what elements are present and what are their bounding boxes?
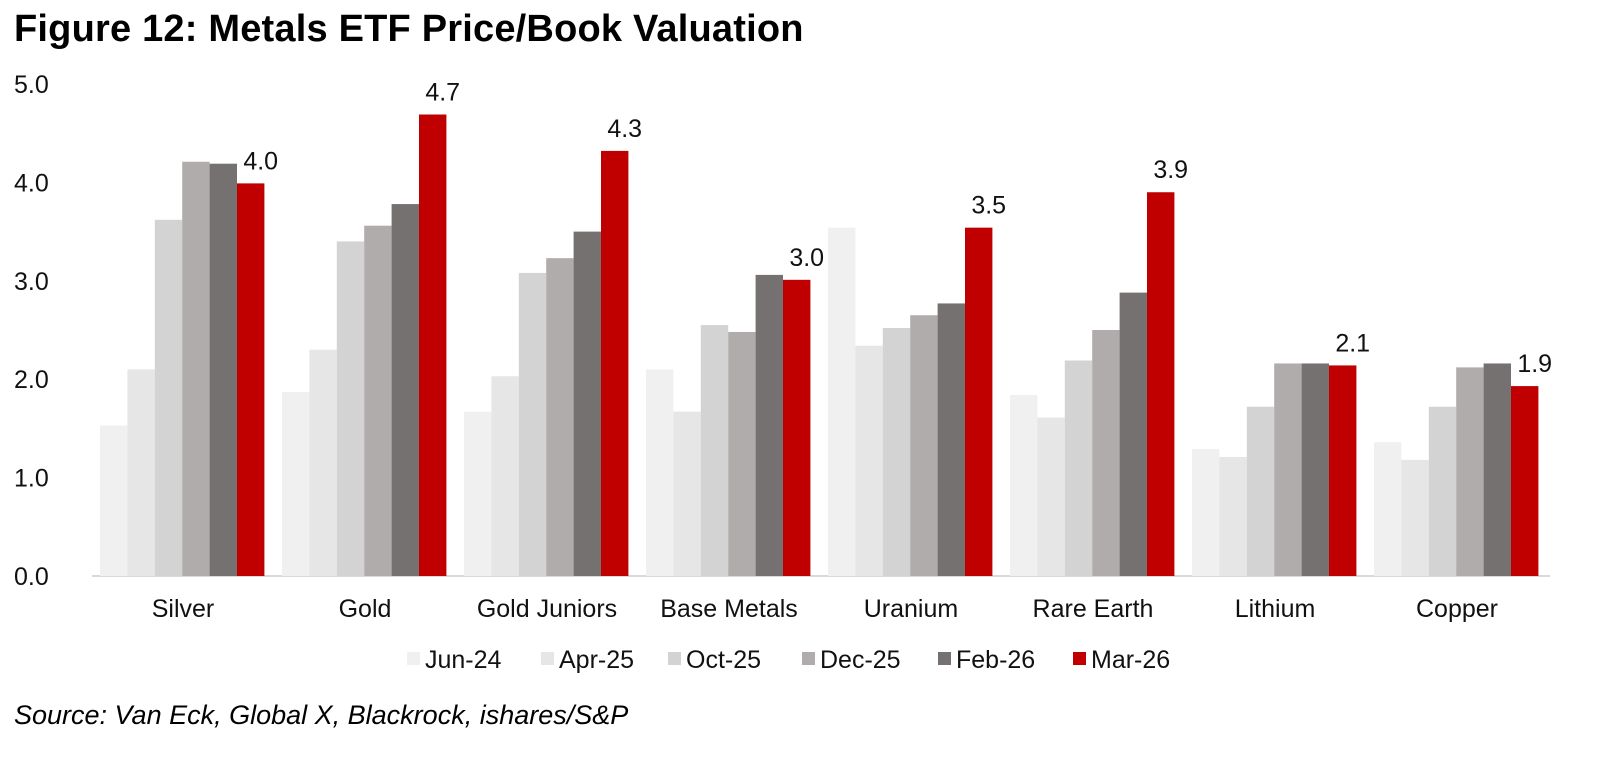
bar-apr-25-gold (309, 349, 337, 576)
data-label: 3.9 (1153, 156, 1188, 184)
bar-feb-26-rare-earth (1119, 292, 1147, 576)
y-tick-label: 1.0 (14, 465, 49, 493)
bar-mar-26-gold (419, 114, 447, 576)
bar-apr-25-silver (127, 369, 155, 576)
bar-oct-25-copper (1428, 406, 1457, 576)
data-label: 3.5 (971, 192, 1006, 220)
bar-dec-25-lithium (1274, 363, 1302, 576)
bar-jun-24-base-metals (646, 369, 674, 576)
y-tick-label: 0.0 (14, 563, 49, 591)
data-labels: 4.0 4.7 4.3 3.0 3.5 3.9 2.1 1.9 (243, 79, 1552, 379)
bar-apr-25-rare-earth (1037, 417, 1065, 576)
bar-apr-25-uranium (855, 345, 883, 576)
y-tick-label: 4.0 (14, 169, 49, 197)
bar-oct-25-gold-juniors (518, 272, 547, 576)
data-label: 2.1 (1335, 329, 1370, 357)
legend-swatch (802, 652, 815, 665)
x-tick-label: Lithium (1235, 595, 1316, 623)
bar-jun-24-copper (1374, 442, 1402, 576)
bar-dec-25-silver (182, 161, 210, 576)
x-tick-label: Gold Juniors (477, 595, 617, 623)
x-axis-labels: Silver Gold Gold Juniors Base Metals Uranium… (152, 595, 1498, 623)
bar-feb-26-base-metals (755, 274, 783, 576)
x-tick-label: Silver (152, 595, 215, 623)
bar-oct-25-lithium (1246, 406, 1275, 576)
bar-dec-25-uranium (910, 315, 938, 576)
chart-title: Figure 12: Metals ETF Price/Book Valuati… (14, 8, 804, 50)
bar-dec-25-copper (1456, 367, 1484, 576)
bar-oct-25-base-metals (700, 325, 729, 576)
legend-swatch (668, 652, 681, 665)
y-tick-label: 5.0 (14, 71, 49, 99)
bar-jun-24-gold-juniors (464, 411, 492, 576)
bars (100, 114, 1539, 577)
data-label: 4.7 (425, 79, 460, 107)
bar-mar-26-uranium (965, 227, 993, 576)
bar-dec-25-rare-earth (1092, 330, 1120, 576)
x-tick-label: Copper (1416, 595, 1498, 623)
bar-jun-24-gold (282, 391, 310, 576)
bar-oct-25-gold (336, 241, 365, 576)
bar-jun-24-rare-earth (1010, 394, 1038, 576)
bar-apr-25-gold-juniors (491, 376, 519, 576)
bar-feb-26-uranium (937, 303, 965, 576)
data-label: 4.3 (607, 115, 642, 143)
legend-label: Oct-25 (686, 646, 761, 674)
data-label: 3.0 (789, 244, 824, 272)
x-tick-label: Gold (339, 595, 392, 623)
y-axis: 0.0 1.0 2.0 3.0 4.0 5.0 (14, 71, 49, 591)
bar-mar-26-lithium (1329, 365, 1357, 576)
bar-feb-26-gold-juniors (573, 231, 601, 576)
legend-label: Dec-25 (820, 646, 901, 674)
legend-label: Feb-26 (956, 646, 1035, 674)
y-tick-label: 2.0 (14, 366, 49, 394)
bar-mar-26-silver (237, 183, 265, 576)
bar-chart: 0.0 1.0 2.0 3.0 4.0 5.0 4.0 4.7 4.3 3.0 3.5 3.9 2.1… (14, 71, 1552, 674)
bar-feb-26-gold (391, 204, 419, 576)
x-tick-label: Base Metals (660, 595, 798, 623)
data-label: 1.9 (1517, 350, 1552, 378)
bar-dec-25-base-metals (728, 331, 756, 576)
x-tick-label: Rare Earth (1033, 595, 1154, 623)
legend: Jun-24 Apr-25 Oct-25 Dec-25 Feb-26 Mar-26 (407, 646, 1170, 674)
legend-swatch (407, 652, 420, 665)
data-label: 4.0 (243, 147, 278, 175)
bar-apr-25-lithium (1219, 456, 1247, 576)
bar-feb-26-lithium (1301, 363, 1329, 576)
bar-jun-24-lithium (1192, 449, 1220, 576)
bar-mar-26-rare-earth (1147, 192, 1175, 577)
legend-label: Mar-26 (1091, 646, 1170, 674)
x-tick-label: Uranium (864, 595, 958, 623)
legend-swatch (1073, 652, 1086, 665)
bar-oct-25-silver (154, 219, 183, 577)
bar-oct-25-uranium (882, 328, 911, 576)
bar-dec-25-gold-juniors (546, 258, 574, 576)
legend-label: Apr-25 (559, 646, 634, 674)
source-note: Source: Van Eck, Global X, Blackrock, is… (14, 700, 629, 730)
bar-oct-25-rare-earth (1064, 360, 1093, 576)
bar-feb-26-copper (1483, 363, 1511, 576)
bar-feb-26-silver (209, 163, 237, 577)
legend-label: Jun-24 (425, 646, 502, 674)
bar-mar-26-gold-juniors (601, 150, 629, 577)
bar-apr-25-base-metals (673, 411, 701, 576)
bar-jun-24-silver (100, 425, 128, 576)
legend-swatch (938, 652, 951, 665)
bar-mar-26-base-metals (783, 279, 811, 576)
y-tick-label: 3.0 (14, 268, 49, 296)
bar-dec-25-gold (364, 225, 392, 577)
bar-mar-26-copper (1511, 386, 1539, 576)
bar-apr-25-copper (1401, 459, 1429, 576)
bar-jun-24-uranium (828, 227, 856, 576)
legend-swatch (541, 652, 554, 665)
